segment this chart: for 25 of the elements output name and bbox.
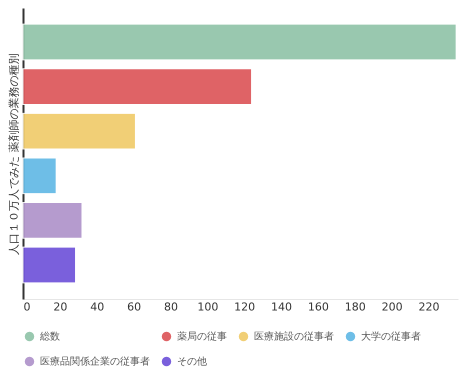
x-tick-label: 180 <box>344 300 366 314</box>
bar <box>22 246 76 284</box>
x-tick-label: 200 <box>382 300 403 314</box>
bar <box>22 68 252 105</box>
legend-label: 大学の従事者 <box>361 330 421 342</box>
bar <box>22 24 457 60</box>
legend-label: その他 <box>177 356 207 368</box>
legend-label: 薬局の従事 <box>177 330 227 342</box>
bar <box>22 112 136 150</box>
bar <box>22 202 82 239</box>
x-tick-label: 40 <box>90 300 104 314</box>
legend-label: 医療施設の従事者 <box>254 330 334 342</box>
x-tick-label: 80 <box>164 300 178 314</box>
x-tick-label: 220 <box>418 300 440 314</box>
legend-label: 総数 <box>39 330 60 342</box>
x-tick-label: 120 <box>234 300 256 314</box>
x-tick-label: 20 <box>53 300 68 314</box>
x-tick-label: 160 <box>308 300 329 314</box>
x-tick-label: 0 <box>24 300 30 314</box>
x-tick-label: 60 <box>127 300 142 314</box>
y-axis-title: 人口１０万人でみた 薬剤師の業務の種別 <box>8 53 20 255</box>
legend-label: 医療品関係企業の従事者 <box>40 356 150 368</box>
x-tick-label: 140 <box>271 300 292 314</box>
bar <box>22 157 57 194</box>
x-tick-label: 100 <box>197 300 218 314</box>
